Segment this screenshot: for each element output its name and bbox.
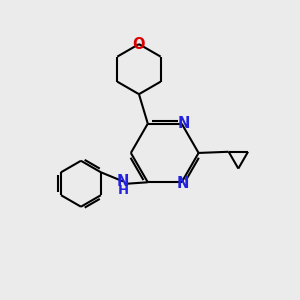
Text: H: H [118, 184, 129, 197]
Text: N: N [117, 174, 129, 189]
Text: O: O [133, 37, 145, 52]
Text: N: N [178, 116, 190, 131]
Text: N: N [177, 176, 189, 191]
